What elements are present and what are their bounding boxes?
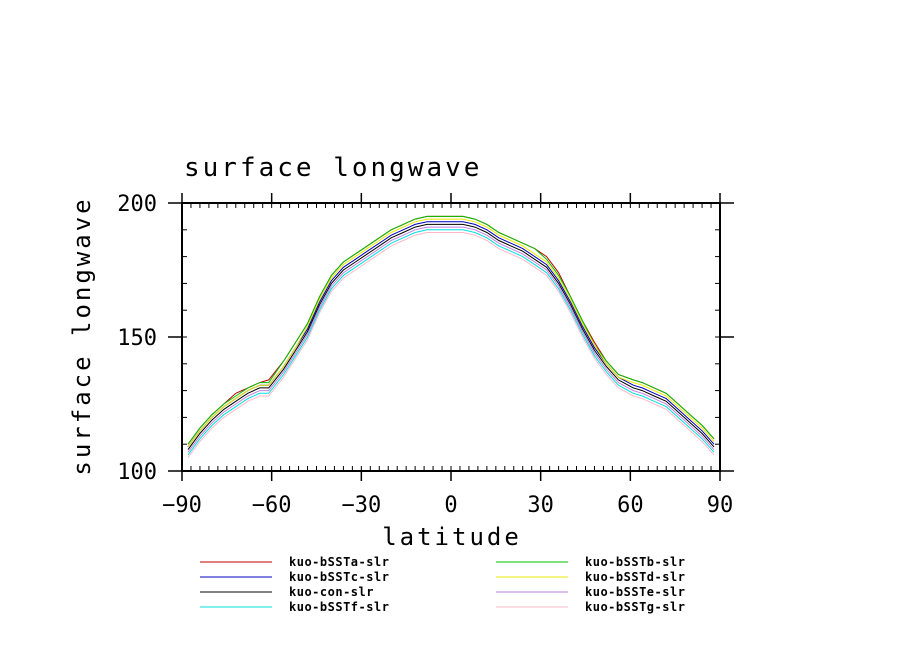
- series-line-kuo-bSSTf-slr: [187, 229, 715, 456]
- x-tick-label: −30: [341, 493, 381, 518]
- y-tick-label: 200: [117, 192, 157, 217]
- series-line-kuo-bSSTe-slr: [187, 226, 715, 453]
- x-tick-label: 30: [527, 493, 554, 518]
- y-tick-label: 100: [117, 460, 157, 485]
- series-line-kuo-bSSTa-slr: [187, 215, 715, 445]
- legend-label-kuo-bSSTg-slr: kuo-bSSTg-slr: [585, 600, 685, 614]
- x-tick-label: −60: [252, 493, 292, 518]
- legend-label-kuo-bSSTa-slr: kuo-bSSTa-slr: [289, 555, 389, 569]
- legend-label-kuo-bSSTb-slr: kuo-bSSTb-slr: [585, 555, 685, 569]
- x-tick-label: 0: [444, 493, 457, 518]
- legend-label-kuo-bSSTc-slr: kuo-bSSTc-slr: [289, 570, 389, 584]
- series-line-kuo-bSSTb-slr: [187, 215, 715, 445]
- chart-title: surface longwave: [184, 153, 482, 183]
- y-tick-label: 150: [117, 326, 157, 351]
- x-tick-label: 90: [707, 493, 734, 518]
- x-tick-label: 60: [617, 493, 644, 518]
- minor-ticks: [181, 202, 721, 472]
- series-line-kuo-bSSTc-slr: [187, 221, 715, 448]
- major-ticks: [168, 193, 734, 481]
- legend-label-kuo-con-slr: kuo-con-slr: [289, 585, 374, 599]
- legend-label-kuo-bSSTd-slr: kuo-bSSTd-slr: [585, 570, 685, 584]
- y-tick-labels: 100 150 200: [117, 192, 157, 485]
- series-line-kuo-bSSTd-slr: [187, 218, 715, 448]
- x-tick-labels: −90 −60 −30 0 30 60 90: [162, 493, 733, 518]
- x-tick-label: −90: [162, 493, 202, 518]
- plot-frame: [181, 202, 721, 472]
- series-group: [187, 215, 715, 458]
- y-axis-label: surface longwave: [68, 196, 96, 475]
- series-line-kuo-con-slr: [187, 223, 715, 450]
- legend-label-kuo-bSSTe-slr: kuo-bSSTe-slr: [585, 585, 685, 599]
- series-line-kuo-bSSTg-slr: [187, 232, 715, 458]
- legend-label-kuo-bSSTf-slr: kuo-bSSTf-slr: [289, 600, 389, 614]
- x-axis-label: latitude: [382, 523, 522, 551]
